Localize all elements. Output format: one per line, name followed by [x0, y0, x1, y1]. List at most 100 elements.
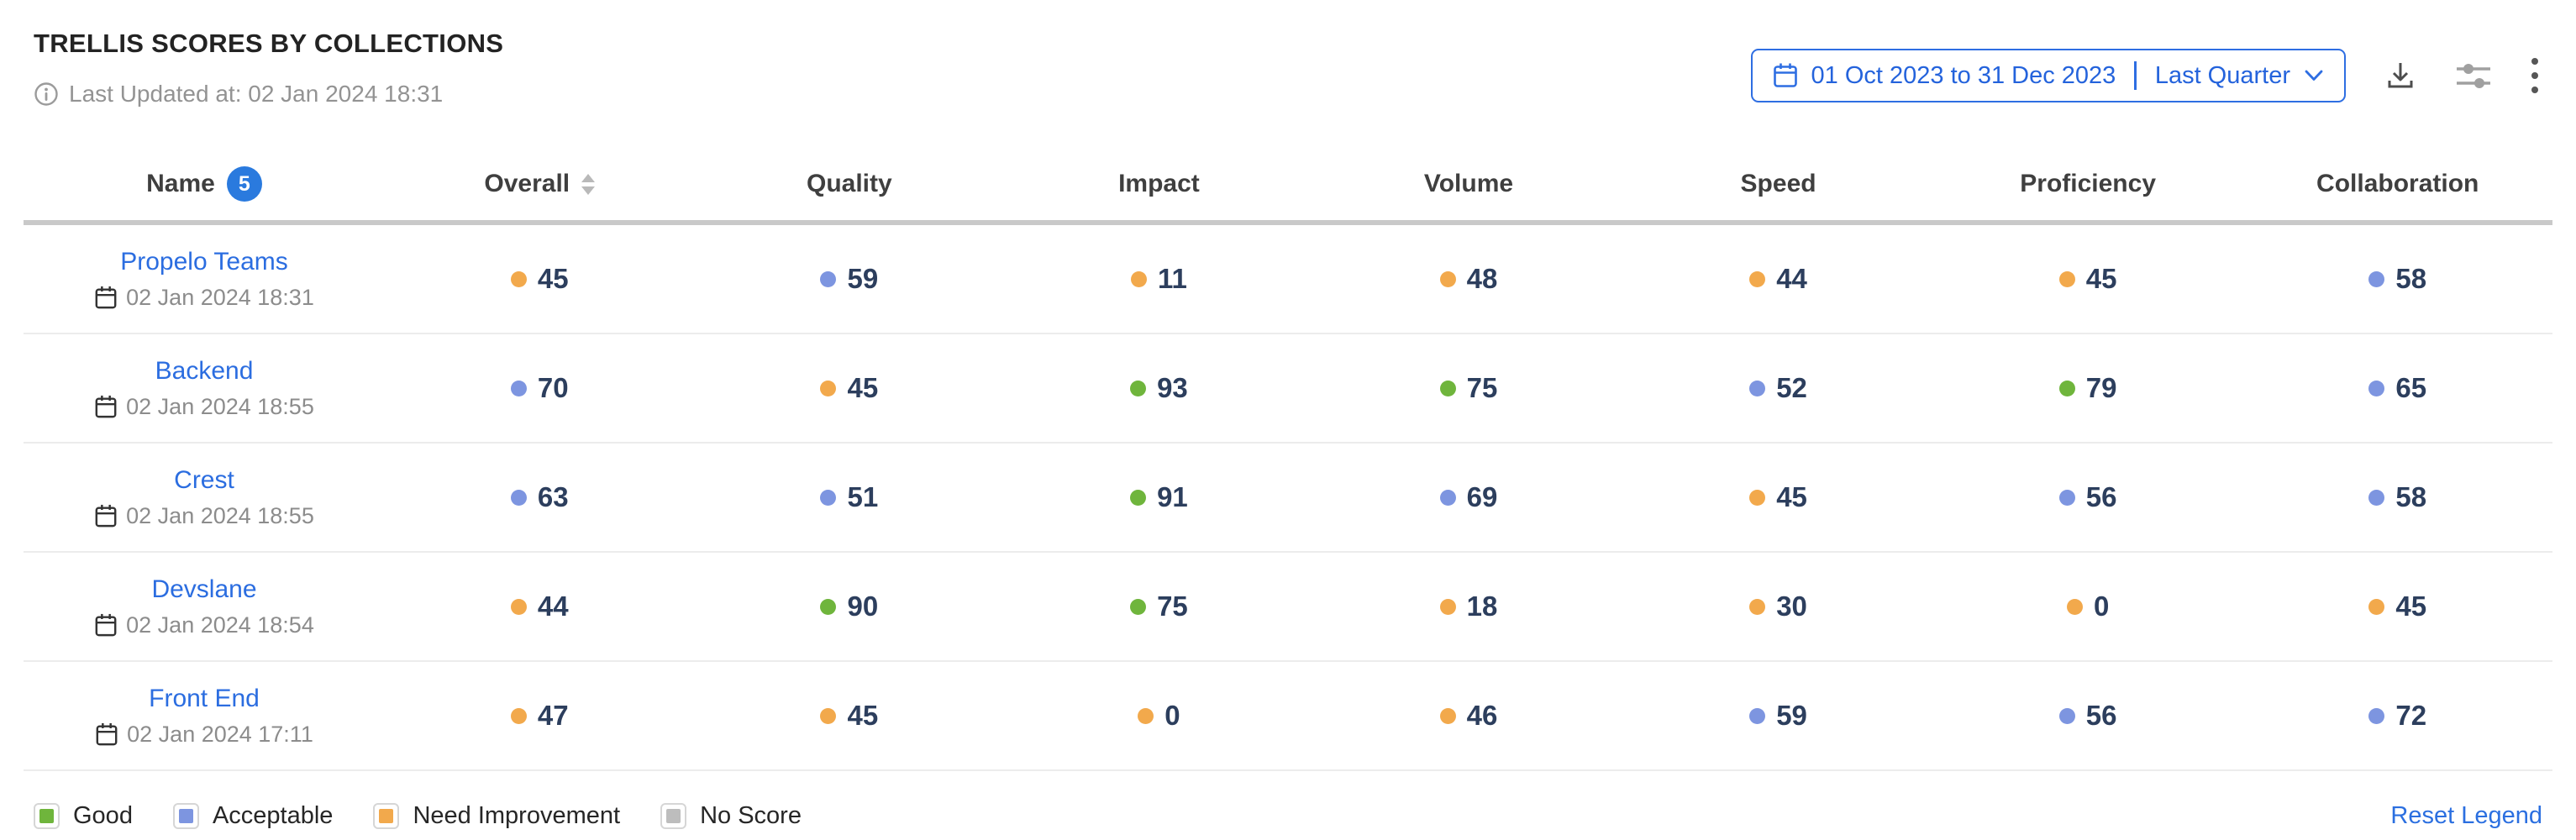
score-dot: [2066, 598, 2083, 615]
score-cell-speed: 59: [1623, 700, 1933, 732]
score-cell-volume: 18: [1314, 591, 1624, 622]
score-cell-overall: 47: [385, 700, 695, 732]
score-dot: [510, 707, 527, 724]
legend-item-need-improvement[interactable]: Need Improvement: [373, 802, 620, 830]
header-left: TRELLIS SCORES BY COLLECTIONS Last Updat…: [34, 29, 503, 108]
legend-bar: Good Acceptable Need Improvement No Scor…: [0, 773, 2576, 840]
legend-item-acceptable[interactable]: Acceptable: [172, 801, 334, 830]
filter-sliders-icon[interactable]: [2455, 60, 2492, 91]
score-value: 11: [1157, 263, 1187, 294]
score-dot: [510, 270, 527, 287]
score-dot: [1749, 489, 1766, 506]
score-value: 75: [1157, 591, 1188, 622]
score-cell-volume: 46: [1314, 700, 1624, 732]
row-date-line: 02 Jan 2024 18:55: [94, 394, 314, 420]
score-dot: [2058, 489, 2075, 506]
row-date: 02 Jan 2024 18:55: [126, 393, 314, 419]
sort-icon[interactable]: [581, 173, 596, 195]
score-dot: [820, 270, 837, 287]
column-label: Name: [146, 170, 215, 197]
score-value: 59: [1776, 700, 1807, 731]
collection-link[interactable]: Backend: [155, 356, 254, 385]
legend-swatch: [379, 808, 394, 823]
calendar-icon: [95, 722, 118, 747]
legend-item-good[interactable]: Good: [34, 802, 133, 830]
reset-legend-link[interactable]: Reset Legend: [2390, 801, 2542, 829]
kebab-menu-icon[interactable]: [2531, 56, 2539, 95]
info-icon: [34, 81, 59, 107]
score-dot: [510, 489, 527, 506]
sort-desc-icon: [581, 186, 596, 195]
legend-swatch: [666, 808, 681, 823]
row-date: 02 Jan 2024 18:54: [126, 612, 314, 638]
score-value: 58: [2395, 481, 2427, 512]
legend-items: Good Acceptable Need Improvement No Scor…: [34, 802, 802, 830]
score-cell-quality: 45: [695, 372, 1005, 404]
score-cell-impact: 0: [1004, 700, 1314, 732]
score-value: 47: [537, 700, 569, 731]
widget-header: TRELLIS SCORES BY COLLECTIONS Last Updat…: [0, 0, 2576, 148]
score-cell-impact: 75: [1004, 591, 1314, 622]
calendar-icon: [94, 612, 118, 638]
legend-checkbox: [373, 802, 400, 829]
score-dot: [1439, 598, 1456, 615]
legend-swatch: [39, 808, 54, 823]
score-dot: [2368, 380, 2385, 396]
score-cell-overall: 63: [385, 481, 695, 513]
table-row: Devslane 02 Jan 2024 18:54 44 90 75 18 3…: [24, 553, 2552, 662]
score-cell-impact: 91: [1004, 481, 1314, 513]
score-value: 79: [2085, 372, 2117, 403]
row-count-badge: 5: [226, 166, 262, 202]
widget-title: TRELLIS SCORES BY COLLECTIONS: [34, 29, 504, 58]
collection-link[interactable]: Propelo Teams: [120, 247, 288, 276]
date-range-picker-button[interactable]: 01 Oct 2023 to 31 Dec 2023 Last Quarter: [1750, 49, 2346, 102]
score-value: 69: [1466, 481, 1498, 512]
score-value: 58: [2395, 263, 2427, 294]
last-updated-row: Last Updated at: 02 Jan 2024 18:31: [34, 81, 503, 108]
score-value: 56: [2085, 700, 2117, 731]
score-cell-collaboration: 65: [2242, 372, 2552, 404]
score-value: 30: [1776, 591, 1807, 622]
download-icon[interactable]: [2384, 60, 2416, 92]
score-value: 90: [847, 591, 879, 622]
score-value: 52: [1776, 372, 1807, 403]
table-row: Backend 02 Jan 2024 18:55 70 45 93 75 52…: [24, 334, 2552, 444]
calendar-icon: [94, 394, 118, 419]
score-dot: [1130, 380, 1147, 396]
score-value: 45: [847, 372, 879, 403]
score-dot: [1439, 270, 1456, 287]
score-dot: [1130, 270, 1147, 287]
header-toolbar: 01 Oct 2023 to 31 Dec 2023 Last Quarter: [1750, 49, 2547, 102]
score-dot: [2368, 270, 2385, 287]
score-dot: [1130, 489, 1147, 506]
score-cell-quality: 59: [695, 263, 1005, 295]
row-date-line: 02 Jan 2024 18:55: [94, 503, 314, 529]
column-header-speed: Speed: [1740, 170, 1816, 197]
legend-label: Acceptable: [212, 801, 334, 829]
row-date: 02 Jan 2024 18:55: [126, 502, 314, 528]
score-value: 18: [1466, 591, 1498, 622]
score-value: 70: [537, 372, 569, 403]
score-value: 45: [1776, 481, 1807, 512]
score-cell-collaboration: 58: [2242, 263, 2552, 295]
score-dot: [2368, 598, 2385, 615]
score-value: 72: [2395, 700, 2427, 731]
score-value: 0: [1164, 700, 1180, 731]
legend-item-no-score[interactable]: No Score: [660, 802, 802, 830]
row-date: 02 Jan 2024 17:11: [127, 721, 313, 747]
score-dot: [2368, 707, 2385, 724]
column-header-proficiency: Proficiency: [2020, 170, 2156, 197]
collection-link[interactable]: Front End: [149, 684, 260, 712]
picker-divider: [2134, 61, 2137, 90]
date-preset-label: Last Quarter: [2154, 61, 2290, 89]
calendar-icon: [1773, 62, 1798, 89]
name-cell: Propelo Teams 02 Jan 2024 18:31: [24, 248, 385, 311]
score-dot: [1439, 380, 1456, 396]
collection-link[interactable]: Crest: [174, 465, 234, 494]
column-header-collaboration: Collaboration: [2316, 170, 2479, 197]
score-cell-speed: 45: [1623, 481, 1933, 513]
collection-link[interactable]: Devslane: [151, 575, 257, 603]
score-value: 91: [1157, 481, 1188, 512]
score-dot: [2368, 489, 2385, 506]
